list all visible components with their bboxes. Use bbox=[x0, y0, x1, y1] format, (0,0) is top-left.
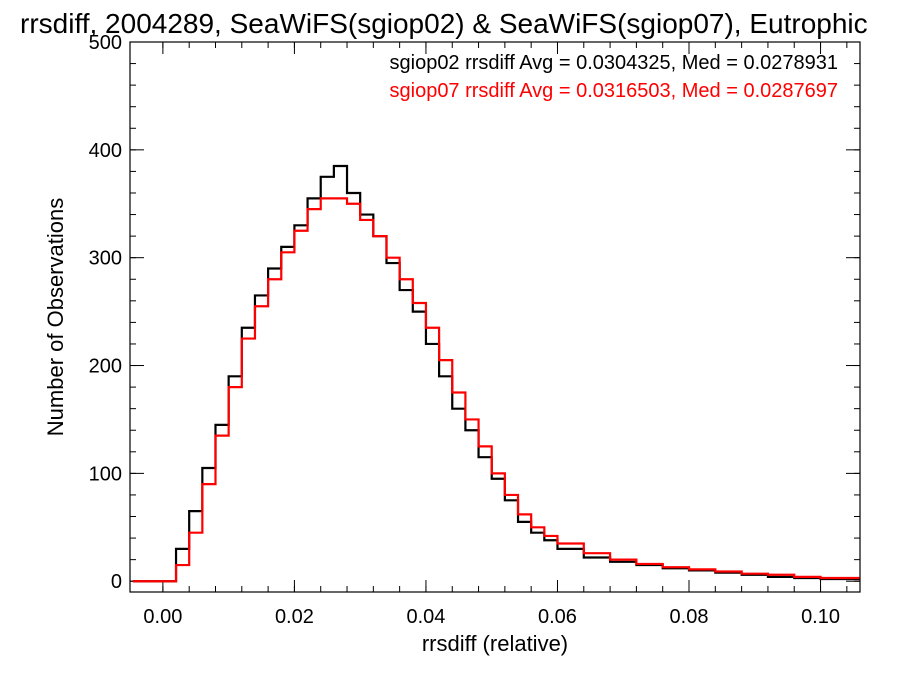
legend-entry-sgiop07: sgiop07 rrsdiff Avg = 0.0316503, Med = 0… bbox=[390, 80, 839, 102]
y-axis-label: Number of Observations bbox=[43, 198, 68, 436]
x-tick-label: 0.06 bbox=[538, 606, 577, 628]
x-tick-label: 0.00 bbox=[143, 606, 182, 628]
y-tick-label: 200 bbox=[89, 356, 122, 378]
x-tick-label: 0.02 bbox=[275, 606, 314, 628]
x-tick-label: 0.08 bbox=[670, 606, 709, 628]
series-layer bbox=[132, 164, 860, 583]
y-tick-label: 0 bbox=[111, 571, 122, 593]
series-line-sgiop07 bbox=[132, 197, 860, 583]
y-tick-label: 400 bbox=[89, 140, 122, 162]
x-tick-label: 0.10 bbox=[801, 606, 840, 628]
plot-area: 0.00 0.02 0.04 0.06 0.08 0.10 0 100 200 300 400 500 bbox=[89, 32, 861, 628]
x-tick-label: 0.04 bbox=[406, 606, 445, 628]
chart-title: rrsdiff, 2004289, SeaWiFS(sgiop02) & Sea… bbox=[20, 8, 868, 39]
legend-entry-sgiop02: sgiop02 rrsdiff Avg = 0.0304325, Med = 0… bbox=[390, 52, 839, 74]
y-tick-label: 100 bbox=[89, 463, 122, 485]
y-tick-label: 500 bbox=[89, 32, 122, 54]
y-tick-label: 300 bbox=[89, 248, 122, 270]
axis-ticks: 0.00 0.02 0.04 0.06 0.08 0.10 0 100 200 300 400 500 bbox=[89, 32, 860, 628]
plot-frame bbox=[129, 41, 861, 593]
x-axis-label: rrsdiff (relative) bbox=[422, 631, 568, 656]
